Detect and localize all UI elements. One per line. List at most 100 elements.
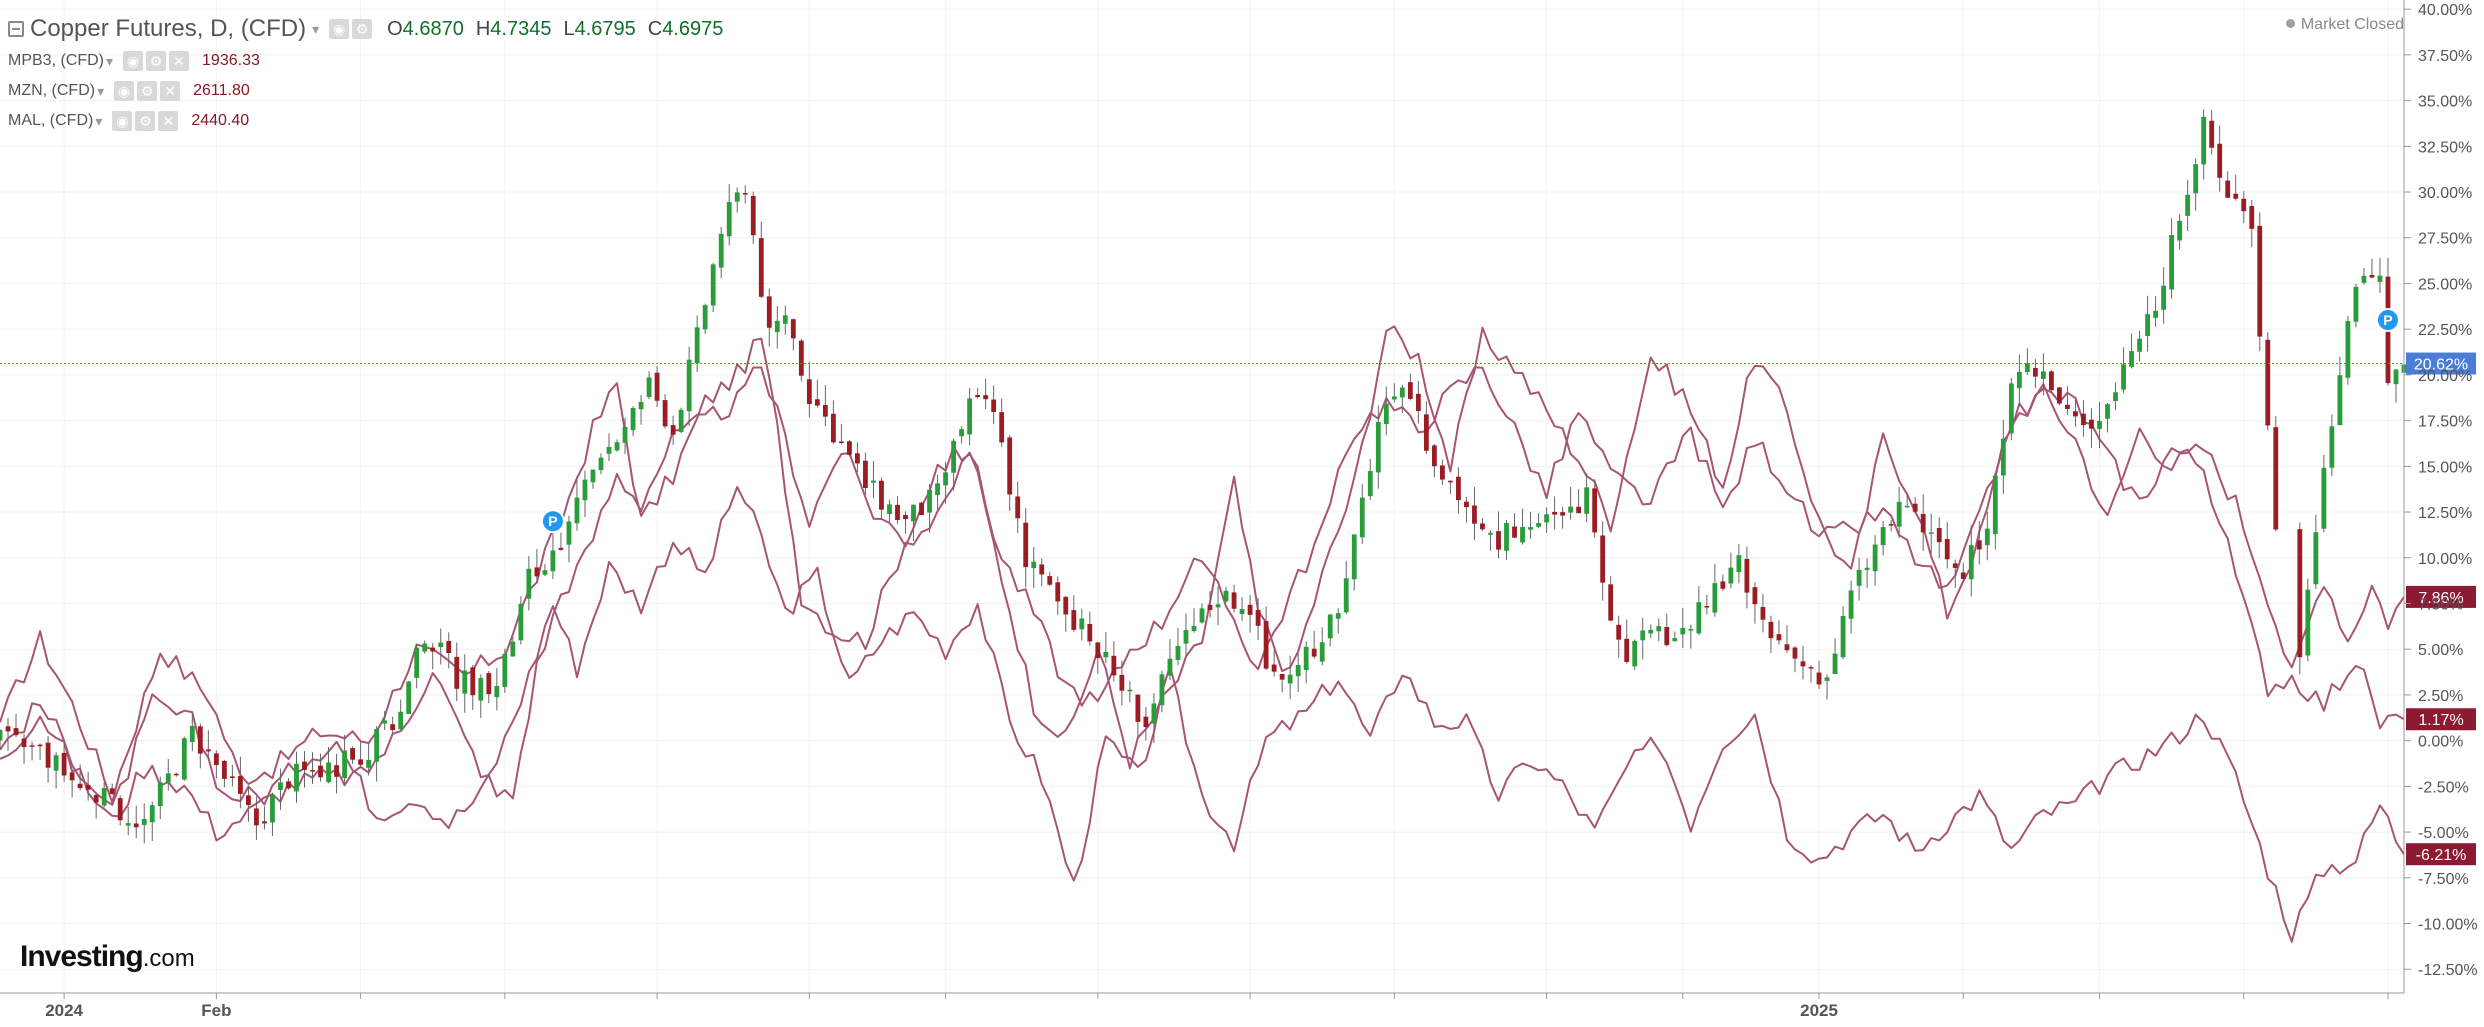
y-tick-label: -5.00% — [2418, 825, 2469, 842]
candle — [782, 305, 788, 335]
candle — [390, 716, 396, 736]
candle — [1560, 506, 1566, 529]
candle-body — [1287, 674, 1293, 684]
candle-body — [1592, 488, 1598, 533]
candle — [1784, 625, 1790, 653]
candle — [29, 741, 35, 761]
eye-icon[interactable]: ◉ — [114, 81, 135, 101]
candle — [614, 439, 620, 452]
symbol-title[interactable]: Copper Futures, D, (CFD) — [30, 15, 307, 42]
gear-icon[interactable]: ⚙ — [137, 81, 158, 101]
candle-body — [2161, 285, 2167, 310]
candle-body — [1816, 672, 1822, 685]
candle-body — [630, 407, 636, 431]
candle — [903, 511, 908, 534]
candle-body — [2185, 194, 2191, 216]
close-icon[interactable]: ✕ — [158, 111, 179, 131]
candle — [205, 730, 211, 761]
candle-body — [1119, 674, 1125, 691]
candle — [1335, 608, 1341, 634]
candle-body — [0, 730, 3, 741]
y-tick-label: 2.50% — [2418, 688, 2463, 705]
candle — [2361, 267, 2367, 285]
candle — [1167, 639, 1173, 681]
candle-body — [1359, 497, 1365, 538]
candle — [2169, 218, 2175, 299]
candle — [927, 484, 932, 533]
candle-body — [1295, 664, 1301, 677]
compare-symbol[interactable]: MZN, (CFD) — [8, 82, 96, 99]
candle-body — [326, 762, 331, 783]
candle — [470, 664, 476, 710]
candle-body — [1407, 382, 1413, 399]
chevron-down-icon[interactable]: ▾ — [97, 82, 105, 99]
candle-body — [1055, 582, 1061, 602]
compare-symbol[interactable]: MPB3, (CFD) — [8, 52, 104, 69]
candle — [2145, 295, 2150, 352]
market-status: Market Closed — [2285, 16, 2404, 34]
chevron-down-icon[interactable]: ▾ — [106, 52, 114, 69]
candle-body — [606, 446, 612, 454]
eye-icon[interactable]: ◉ — [123, 51, 144, 71]
close-icon[interactable]: ✕ — [169, 51, 190, 71]
candle — [1480, 518, 1485, 531]
candle — [678, 407, 684, 434]
candle-body — [2113, 392, 2118, 402]
candle — [2065, 386, 2070, 415]
candle — [622, 417, 628, 455]
candle-body — [1071, 610, 1077, 630]
candle-body — [502, 653, 508, 688]
candle — [1592, 479, 1598, 538]
candle — [2089, 408, 2094, 448]
close-icon[interactable]: ✕ — [160, 81, 181, 101]
candle-body — [1223, 590, 1229, 602]
candle — [814, 379, 820, 408]
candle — [45, 735, 51, 783]
candle — [2081, 400, 2086, 437]
candle-body — [967, 398, 973, 435]
candle — [550, 530, 556, 579]
candle-body — [782, 315, 788, 324]
candle — [1984, 511, 1990, 561]
chevron-down-icon[interactable]: ▾ — [312, 20, 320, 37]
candle — [93, 792, 99, 819]
candle-body — [1528, 527, 1533, 530]
candle — [526, 555, 532, 611]
candle — [1103, 632, 1109, 664]
event-marker: P — [2375, 308, 2400, 333]
candle-body — [1191, 625, 1197, 632]
candle — [895, 496, 900, 524]
candle-body — [1928, 532, 1934, 534]
candle-body — [847, 441, 852, 455]
candle — [991, 385, 997, 425]
candle — [887, 499, 892, 523]
candle-body — [221, 760, 227, 779]
gear-icon[interactable]: ⚙ — [352, 19, 373, 39]
candle — [2185, 179, 2191, 232]
close-value: 4.6975 — [662, 17, 724, 40]
candle-body — [887, 504, 892, 515]
candle — [141, 803, 147, 844]
gear-icon[interactable]: ⚙ — [135, 111, 156, 131]
collapse-icon[interactable] — [8, 21, 24, 37]
candle-body — [1864, 567, 1870, 571]
candle — [662, 394, 668, 429]
compare-symbol[interactable]: MAL, (CFD) — [8, 112, 94, 129]
candle-body — [1472, 505, 1477, 524]
candle-body — [2169, 235, 2175, 290]
candle — [1351, 534, 1357, 591]
candle — [1736, 544, 1742, 584]
candle-body — [2233, 193, 2239, 199]
candle-body — [406, 681, 412, 714]
candle-body — [1415, 393, 1421, 412]
status-dot-icon — [2285, 19, 2295, 28]
eye-icon[interactable]: ◉ — [329, 19, 350, 39]
candle-body — [1936, 527, 1942, 543]
chevron-down-icon[interactable]: ▾ — [95, 112, 103, 129]
candle-body — [1375, 421, 1381, 473]
candle — [2040, 353, 2046, 396]
candle — [2353, 283, 2359, 328]
eye-icon[interactable]: ◉ — [112, 111, 133, 131]
gear-icon[interactable]: ⚙ — [146, 51, 167, 71]
